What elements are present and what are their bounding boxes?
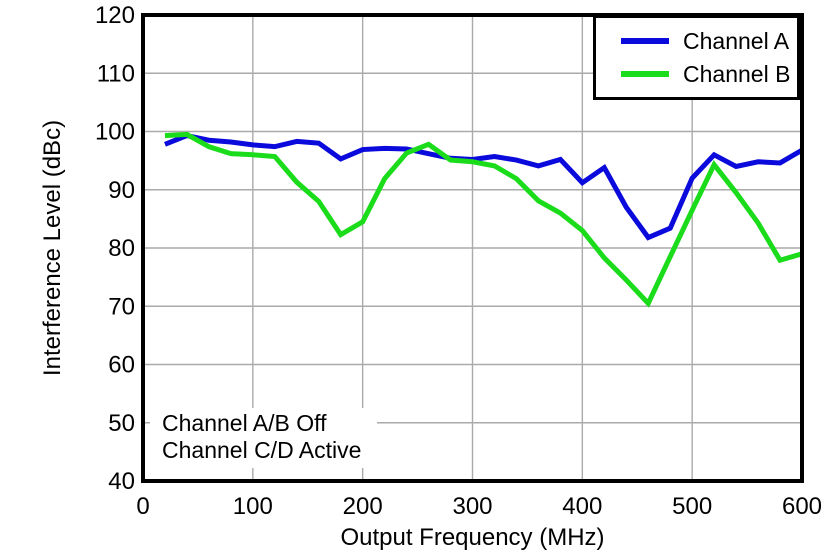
y-tick-label: 110 xyxy=(97,60,135,87)
x-tick-label: 100 xyxy=(233,493,273,520)
plot-border xyxy=(141,13,804,483)
legend: Channel A Channel B xyxy=(593,15,800,100)
series-line-channel-b xyxy=(164,131,803,308)
x-tick-label: 500 xyxy=(672,493,712,520)
annotation-line-1: Channel A/B Off xyxy=(162,410,327,436)
legend-row-channel-a: Channel A xyxy=(596,28,797,54)
legend-label-channel-a: Channel A xyxy=(683,27,790,54)
y-tick-label: 90 xyxy=(108,177,135,204)
y-tick-label: 70 xyxy=(108,293,135,320)
y-tick-label: 60 xyxy=(108,352,135,379)
legend-row-channel-b: Channel B xyxy=(596,61,797,87)
y-tick-label: 120 xyxy=(95,2,135,29)
annotation-box: Channel A/B Off Channel C/D Active xyxy=(150,408,378,468)
annotation-line-2: Channel C/D Active xyxy=(162,437,362,463)
legend-swatch-channel-a xyxy=(621,38,669,44)
y-tick-label: 80 xyxy=(108,235,135,262)
x-tick-label: 300 xyxy=(452,493,492,520)
x-tick-label: 0 xyxy=(136,493,149,520)
legend-label-channel-b: Channel B xyxy=(683,60,791,87)
y-tick-label: 40 xyxy=(108,468,135,495)
x-tick-label: 400 xyxy=(562,493,602,520)
y-tick-label: 100 xyxy=(95,119,135,146)
y-axis-title: Interference Level (dBc) xyxy=(39,119,66,377)
x-tick-label: 200 xyxy=(343,493,383,520)
y-tick-label: 50 xyxy=(108,410,135,437)
x-tick-label: 600 xyxy=(782,493,822,520)
series-line-channel-a xyxy=(164,132,804,241)
x-axis-title: Output Frequency (MHz) xyxy=(340,524,605,551)
legend-swatch-channel-b xyxy=(621,71,669,77)
